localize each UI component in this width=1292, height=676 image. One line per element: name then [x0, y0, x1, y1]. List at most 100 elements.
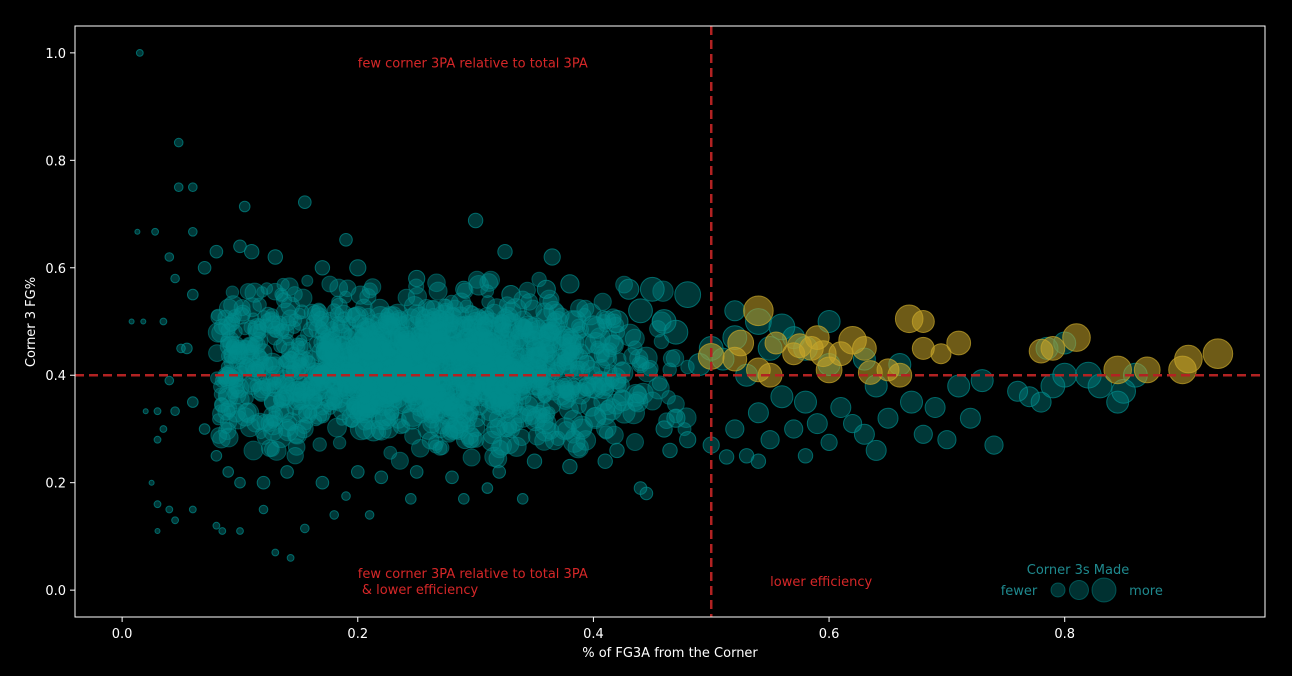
scatter-point: [154, 528, 161, 534]
scatter-point: [331, 319, 350, 338]
scatter-point: [362, 420, 385, 442]
scatter-point: [316, 332, 335, 352]
scatter-point: [240, 391, 254, 406]
scatter-point: [346, 374, 360, 388]
scatter-point-highlight: [1202, 338, 1234, 370]
scatter-point: [351, 465, 365, 479]
scatter-point: [629, 348, 649, 368]
scatter-point: [628, 298, 653, 324]
scatter-point: [293, 288, 313, 308]
scatter-point: [947, 374, 971, 398]
scatter-point: [280, 341, 300, 360]
scatter-point: [228, 324, 243, 339]
scatter-point: [293, 307, 306, 320]
x-axis-ticks: 0.0 0.2 0.4 0.6 0.8: [112, 617, 1075, 642]
legend-title: Corner 3s Made: [1027, 563, 1129, 578]
scatter-point: [310, 370, 327, 388]
scatter-point: [393, 330, 416, 353]
scatter-point: [474, 321, 493, 340]
scatter-point: [153, 500, 162, 509]
scatter-point: [797, 448, 814, 464]
scatter-point: [400, 407, 423, 430]
scatter-point: [274, 388, 295, 409]
scatter-point: [445, 470, 459, 485]
scatter-point: [937, 430, 957, 450]
scatter-point: [597, 310, 617, 330]
scatter-point: [159, 425, 168, 433]
scatter-point: [604, 425, 624, 445]
scatter-point: [552, 330, 573, 351]
scatter-point: [292, 390, 311, 409]
scatter-point: [725, 419, 745, 439]
scatter-point: [479, 273, 499, 292]
scatter-point: [187, 288, 199, 301]
scatter-point: [165, 505, 174, 514]
scatter-point: [355, 418, 376, 440]
scatter-point: [459, 424, 480, 445]
scatter-point: [539, 342, 558, 362]
x-tick-label: 0.6: [819, 627, 840, 642]
scatter-point: [481, 482, 494, 494]
scatter-point: [472, 378, 487, 393]
scatter-point-highlight: [1103, 355, 1132, 385]
scatter-point: [643, 391, 662, 411]
y-tick-label: 0.0: [45, 584, 66, 599]
scatter-point-highlight: [1133, 356, 1161, 384]
scatter-point: [252, 350, 270, 368]
scatter-point: [679, 431, 697, 449]
x-tick-label: 0.4: [583, 627, 604, 642]
scatter-point: [503, 364, 520, 382]
scatter-point: [286, 350, 298, 363]
scatter-point: [405, 493, 417, 505]
axes: 0.0 0.2 0.4 0.6 0.8 0.0 0.2 0.4 0.6 0.8 1.0 % of …: [24, 25, 1266, 661]
scatter-point: [286, 554, 295, 562]
scatter-point: [543, 248, 561, 266]
scatter-point: [197, 261, 212, 275]
scatter-point: [451, 341, 474, 363]
scatter-point: [372, 318, 394, 341]
scatter-point: [665, 349, 685, 368]
scatter-point: [425, 361, 440, 376]
scatter-point: [407, 376, 430, 399]
scatter-point-highlight: [1062, 323, 1091, 352]
scatter-point: [724, 300, 746, 322]
scatter-point: [176, 343, 186, 354]
scatter-point: [559, 399, 579, 420]
y-tick-label: 0.4: [45, 369, 66, 384]
scatter-point: [576, 299, 595, 318]
scatter-point: [411, 439, 430, 458]
scatter-point: [312, 437, 327, 452]
scatter-point: [770, 385, 794, 409]
scatter-point: [430, 309, 449, 329]
scatter-point: [218, 527, 227, 535]
scatter-point: [639, 276, 665, 302]
scatter-point: [188, 227, 198, 237]
legend-low-label: fewer: [1001, 584, 1038, 599]
scatter-point: [218, 387, 239, 408]
scatter-point: [151, 227, 160, 236]
scatter-point: [454, 403, 475, 424]
scatter-point: [223, 314, 241, 332]
scatter-point: [330, 297, 348, 315]
scatter-point: [615, 275, 633, 294]
scatter-point: [459, 299, 474, 314]
scatter-point: [292, 340, 306, 353]
scatter-point: [348, 324, 367, 343]
scatter-point: [481, 270, 500, 290]
scatter-point: [188, 182, 198, 192]
scatter-point: [235, 407, 255, 427]
scatter-point: [252, 297, 267, 312]
scatter-point: [291, 373, 312, 393]
annotation-top: few corner 3PA relative to total 3PA: [358, 57, 588, 72]
annotation-bottom-right: lower efficiency: [770, 575, 872, 590]
scatter-point: [164, 375, 175, 386]
scatter-point: [274, 287, 288, 302]
scatter-point: [306, 304, 325, 323]
scatter-point: [278, 323, 295, 340]
scatter-point: [499, 296, 516, 313]
annotation-bottom-left-line2: & lower efficiency: [358, 583, 479, 598]
scatter-point: [570, 418, 593, 440]
scatter-point: [820, 433, 838, 451]
scatter-point: [281, 412, 301, 432]
scatter-point: [497, 244, 513, 260]
